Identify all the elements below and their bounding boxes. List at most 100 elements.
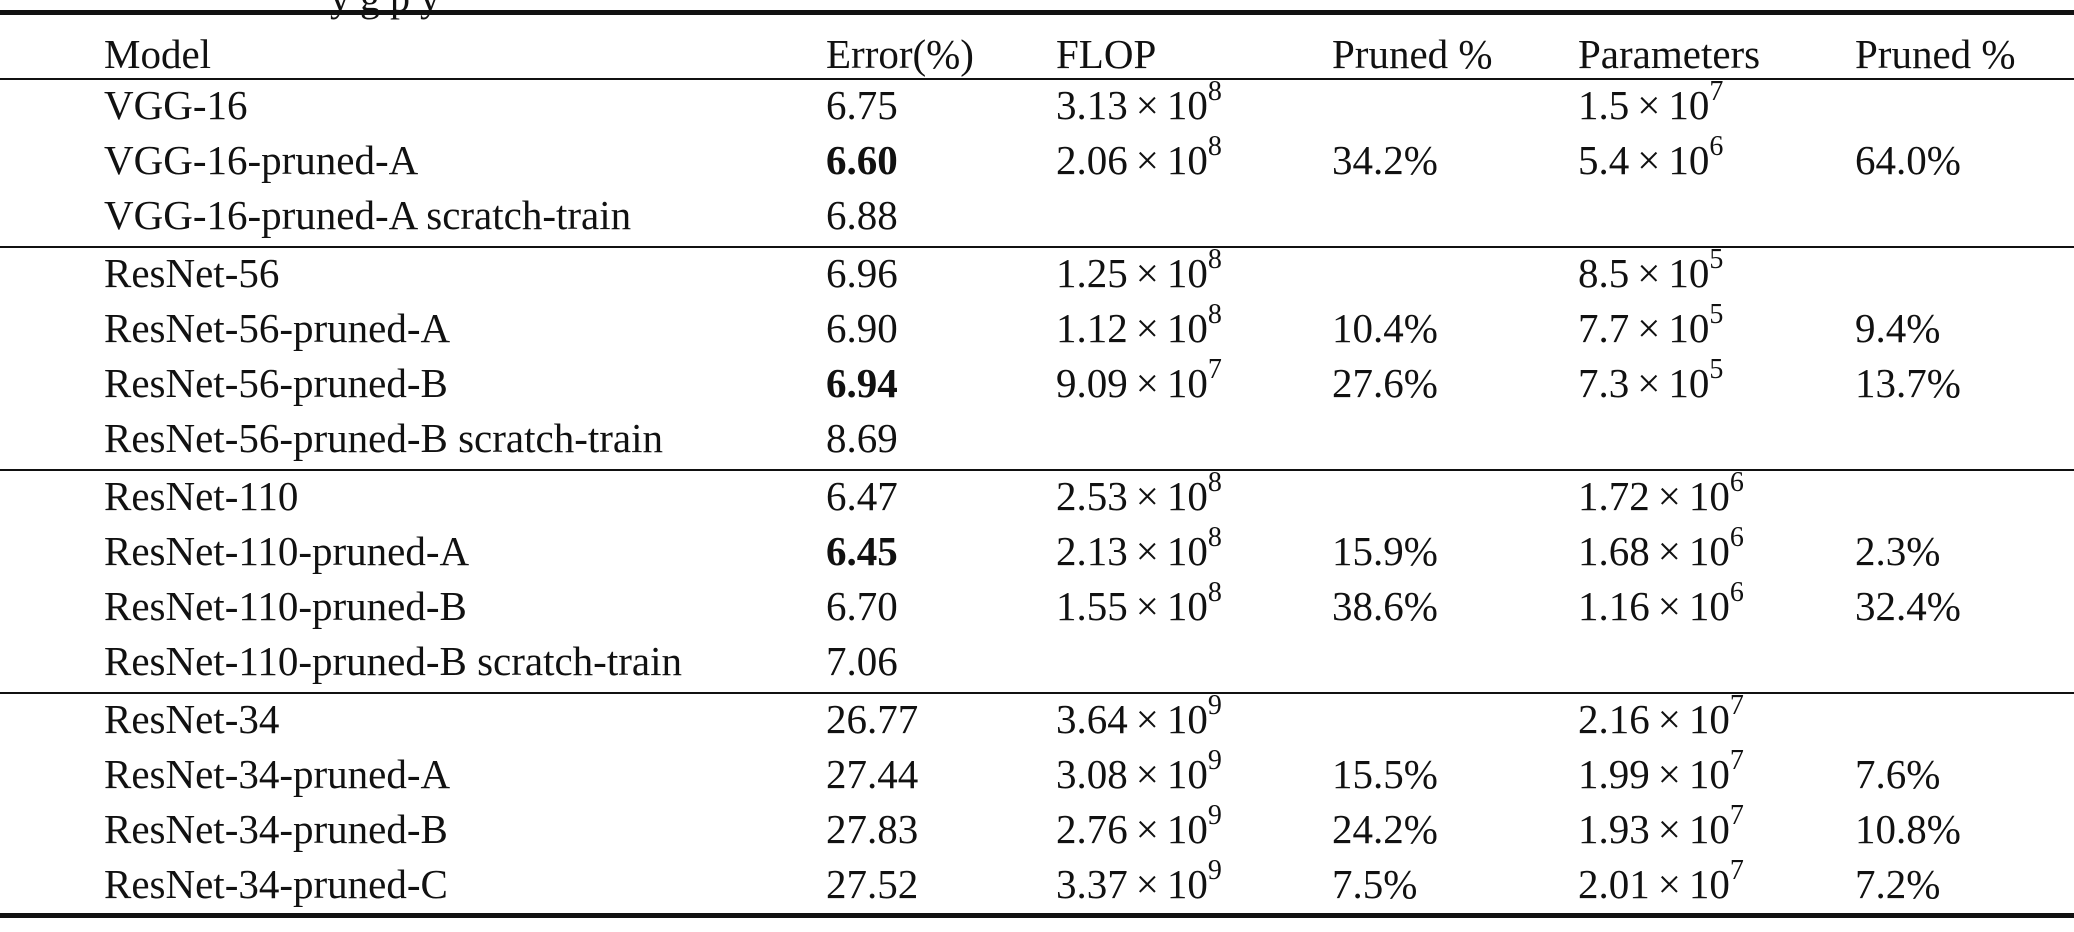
- flop-mantissa: 2.13: [1056, 528, 1128, 574]
- base-ten: 10: [1166, 305, 1208, 351]
- flop-exponent: 8: [1207, 244, 1222, 276]
- cell-error: 6.45: [826, 528, 898, 574]
- table-row: ResNet-110 6.47 2.53 × 108 1.72 × 106: [0, 469, 2074, 524]
- param-exponent: 6: [1709, 131, 1724, 163]
- base-ten: 10: [1668, 305, 1710, 351]
- param-mantissa: 1.93: [1578, 806, 1650, 852]
- base-ten: 10: [1688, 861, 1730, 907]
- cell-parameters: 1.72 × 106: [1578, 469, 1744, 524]
- param-mantissa: 8.5: [1578, 250, 1630, 296]
- flop-exponent: 8: [1207, 299, 1222, 331]
- cell-error: 6.47: [826, 473, 898, 519]
- cell-flop: 3.13 × 108: [1056, 78, 1222, 133]
- flop-exponent: 9: [1207, 690, 1222, 722]
- base-ten: 10: [1166, 250, 1208, 296]
- cell-model: ResNet-34: [104, 696, 280, 742]
- times-symbol: ×: [1637, 82, 1661, 128]
- cell-params-pruned: 7.2%: [1855, 861, 1941, 907]
- cell-error: 6.88: [826, 192, 898, 238]
- table-row: ResNet-110-pruned-B scratch-train 7.06: [0, 634, 2074, 689]
- times-symbol: ×: [1135, 250, 1159, 296]
- cell-parameters: 1.99 × 107: [1578, 747, 1744, 802]
- times-symbol: ×: [1657, 806, 1681, 852]
- cell-flop: 3.37 × 109: [1056, 857, 1222, 912]
- header-flop: FLOP: [1056, 31, 1157, 77]
- flop-mantissa: 1.25: [1056, 250, 1128, 296]
- times-symbol: ×: [1135, 305, 1159, 351]
- bottom-rule: [0, 913, 2074, 918]
- cell-flop: 3.08 × 109: [1056, 747, 1222, 802]
- flop-mantissa: 2.76: [1056, 806, 1128, 852]
- cell-model: VGG-16: [104, 82, 248, 128]
- base-ten: 10: [1688, 473, 1730, 519]
- times-symbol: ×: [1135, 137, 1159, 183]
- table-row: ResNet-56 6.96 1.25 × 108 8.5 × 105: [0, 246, 2074, 301]
- cell-parameters: 7.7 × 105: [1578, 301, 1723, 356]
- cell-params-pruned: 10.8%: [1855, 806, 1961, 852]
- group-separator-rule: [0, 692, 2074, 694]
- cell-model: ResNet-34-pruned-C: [104, 861, 448, 907]
- top-rule: [0, 10, 2074, 15]
- cell-flop: 2.06 × 108: [1056, 133, 1222, 188]
- table-row: ResNet-56-pruned-A 6.90 1.12 × 108 10.4% 7.7 × 1…: [0, 301, 2074, 356]
- times-symbol: ×: [1657, 696, 1681, 742]
- flop-mantissa: 3.13: [1056, 82, 1128, 128]
- cell-flop-pruned: 24.2%: [1332, 806, 1438, 852]
- cell-parameters: 7.3 × 105: [1578, 356, 1723, 411]
- times-symbol: ×: [1135, 806, 1159, 852]
- param-mantissa: 1.68: [1578, 528, 1650, 574]
- param-mantissa: 5.4: [1578, 137, 1630, 183]
- group-separator-rule: [0, 246, 2074, 248]
- table-row: ResNet-56-pruned-B 6.94 9.09 × 107 27.6% 7.3 × 1…: [0, 356, 2074, 411]
- table-row: VGG-16-pruned-A 6.60 2.06 × 108 34.2% 5.4 × 106 6…: [0, 133, 2074, 188]
- cell-model: ResNet-110-pruned-A: [104, 528, 470, 574]
- cell-flop: 9.09 × 107: [1056, 356, 1222, 411]
- cell-error: 6.75: [826, 82, 898, 128]
- cell-error: 6.90: [826, 305, 898, 351]
- times-symbol: ×: [1657, 751, 1681, 797]
- param-exponent: 5: [1709, 244, 1724, 276]
- base-ten: 10: [1688, 751, 1730, 797]
- times-symbol: ×: [1135, 583, 1159, 629]
- cell-parameters: 2.01 × 107: [1578, 857, 1744, 912]
- cell-parameters: 5.4 × 106: [1578, 133, 1723, 188]
- cell-flop: 1.55 × 108: [1056, 579, 1222, 634]
- param-exponent: 7: [1729, 800, 1744, 832]
- flop-exponent: 9: [1207, 800, 1222, 832]
- flop-exponent: 8: [1207, 467, 1222, 499]
- cell-model: ResNet-56-pruned-B: [104, 360, 448, 406]
- cell-parameters: 1.68 × 106: [1578, 524, 1744, 579]
- param-mantissa: 7.3: [1578, 360, 1630, 406]
- times-symbol: ×: [1657, 473, 1681, 519]
- param-exponent: 7: [1709, 76, 1724, 108]
- group-separator-rule: [0, 469, 2074, 471]
- cell-error: 8.69: [826, 415, 898, 461]
- cell-params-pruned: 7.6%: [1855, 751, 1941, 797]
- times-symbol: ×: [1135, 696, 1159, 742]
- cell-flop: 2.76 × 109: [1056, 802, 1222, 857]
- base-ten: 10: [1166, 360, 1208, 406]
- base-ten: 10: [1166, 696, 1208, 742]
- cell-error: 6.60: [826, 137, 898, 183]
- flop-exponent: 9: [1207, 855, 1222, 887]
- times-symbol: ×: [1637, 137, 1661, 183]
- cell-flop-pruned: 38.6%: [1332, 583, 1438, 629]
- flop-mantissa: 3.08: [1056, 751, 1128, 797]
- table-row: ResNet-34-pruned-C 27.52 3.37 × 109 7.5% 2.01 ×…: [0, 857, 2074, 912]
- flop-exponent: 8: [1207, 577, 1222, 609]
- base-ten: 10: [1668, 137, 1710, 183]
- param-mantissa: 1.99: [1578, 751, 1650, 797]
- cell-params-pruned: 32.4%: [1855, 583, 1961, 629]
- table-row: ResNet-110-pruned-A 6.45 2.13 × 108 15.9% 1.68…: [0, 524, 2074, 579]
- cell-model: ResNet-56: [104, 250, 280, 296]
- base-ten: 10: [1668, 250, 1710, 296]
- table-row: ResNet-110-pruned-B 6.70 1.55 × 108 38.6% 1.16…: [0, 579, 2074, 634]
- cell-parameters: 1.5 × 107: [1578, 78, 1723, 133]
- flop-mantissa: 1.12: [1056, 305, 1128, 351]
- param-mantissa: 2.01: [1578, 861, 1650, 907]
- param-exponent: 7: [1729, 855, 1744, 887]
- cell-model: ResNet-110: [104, 473, 299, 519]
- table-row: ResNet-34-pruned-B 27.83 2.76 × 109 24.2% 1.93…: [0, 802, 2074, 857]
- param-exponent: 5: [1709, 354, 1724, 386]
- cell-error: 27.52: [826, 861, 919, 907]
